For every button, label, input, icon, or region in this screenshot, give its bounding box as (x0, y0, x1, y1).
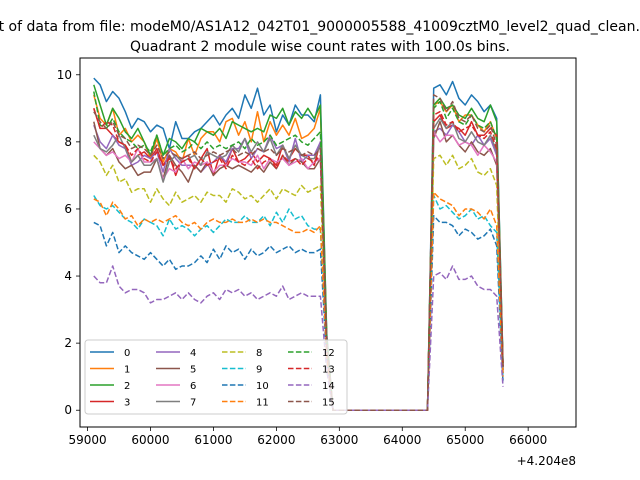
legend-label-2: 2 (124, 381, 130, 392)
x-tick-label: 64000 (383, 433, 421, 447)
series-line-13 (93, 108, 504, 411)
y-tick-label: 8 (64, 135, 72, 149)
y-axis: 0 2 4 6 8 10 (57, 68, 80, 417)
y-tick-label: 6 (64, 202, 72, 216)
series-line-12 (93, 91, 504, 411)
axes-frame (79, 57, 577, 428)
series-line-7 (93, 117, 504, 411)
legend-label-3: 3 (124, 398, 130, 409)
series-line-15 (93, 94, 504, 411)
legend-label-12: 12 (322, 348, 335, 359)
legend-label-11: 11 (256, 398, 269, 409)
x-tick-label: 66000 (509, 433, 547, 447)
legend-label-6: 6 (190, 381, 196, 392)
legend-label-10: 10 (256, 381, 269, 392)
x-axis: 59000 60000 61000 62000 63000 64000 65000 66000 (68, 427, 547, 447)
series-line-8 (93, 154, 504, 411)
series-layer (93, 77, 504, 411)
series-line-11 (93, 191, 504, 411)
legend-label-15: 15 (322, 398, 335, 409)
legend-label-0: 0 (124, 348, 130, 359)
chart-title: Quadrant 2 module wise count rates with … (130, 39, 510, 55)
y-tick-label: 10 (57, 68, 72, 82)
legend-label-8: 8 (256, 348, 262, 359)
legend-label-4: 4 (190, 348, 196, 359)
legend-label-7: 7 (190, 398, 196, 409)
x-tick-label: 62000 (257, 433, 295, 447)
series-line-0 (93, 77, 504, 411)
x-tick-label: 61000 (194, 433, 232, 447)
series-line-14 (93, 265, 504, 411)
x-tick-label: 60000 (131, 433, 169, 447)
x-tick-label: 65000 (446, 433, 484, 447)
legend-label-5: 5 (190, 365, 196, 376)
legend-label-1: 1 (124, 365, 130, 376)
y-tick-label: 0 (64, 403, 72, 417)
x-axis-offset-label: +4.204e8 (517, 454, 576, 468)
legend-label-13: 13 (322, 365, 335, 376)
y-tick-label: 4 (64, 269, 72, 283)
y-tick-label: 2 (64, 336, 72, 350)
legend-box (84, 339, 348, 415)
x-tick-label: 63000 (320, 433, 358, 447)
series-line-9 (93, 194, 504, 411)
legend-label-9: 9 (256, 365, 262, 376)
x-tick-label: 59000 (68, 433, 106, 447)
legend-label-14: 14 (322, 381, 335, 392)
figure-suptitle: Plot of data from file: modeM0/AS1A12_04… (0, 19, 640, 35)
series-line-10 (93, 214, 504, 411)
